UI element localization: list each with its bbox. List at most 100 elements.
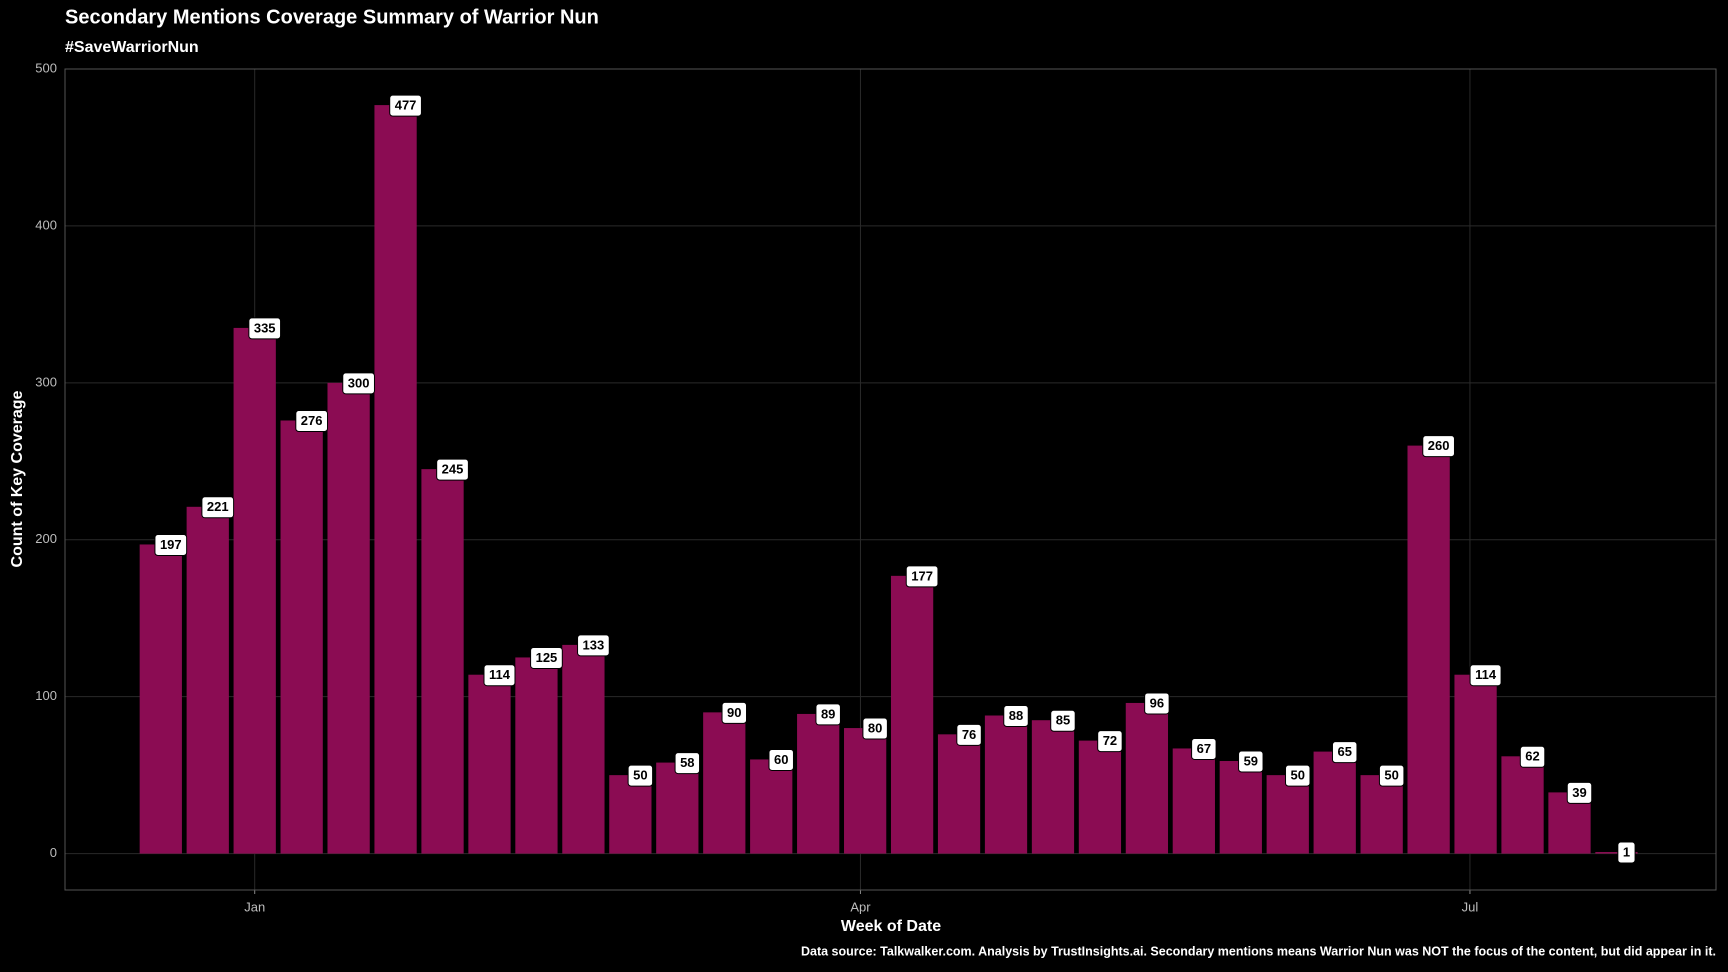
value-label-text: 177 — [911, 568, 933, 583]
value-label-box — [342, 372, 375, 395]
value-label-text: 133 — [583, 637, 605, 652]
value-label-text: 39 — [1572, 785, 1586, 800]
value-label-box — [1050, 709, 1076, 732]
value-label-box — [721, 701, 748, 724]
bar — [374, 105, 417, 854]
value-label: 177 — [905, 565, 939, 588]
chart-subtitle: #SaveWarriorNun — [65, 39, 199, 56]
value-label-box — [201, 496, 235, 519]
value-label-text: 50 — [1291, 768, 1305, 783]
bar — [1454, 674, 1497, 854]
value-label-text: 76 — [962, 727, 976, 742]
value-label-text: 245 — [442, 462, 464, 477]
value-label-text: 60 — [774, 752, 788, 767]
bar — [609, 775, 652, 854]
bar — [1172, 748, 1215, 854]
value-label: 65 — [1331, 741, 1358, 764]
value-label: 1 — [1617, 841, 1636, 864]
bar — [1219, 761, 1262, 854]
value-label: 80 — [862, 717, 888, 740]
value-label-box — [768, 748, 794, 771]
value-label-box — [436, 458, 469, 481]
value-label-text: 114 — [489, 667, 511, 682]
y-tick-label: 200 — [35, 531, 57, 546]
bar — [1266, 775, 1309, 854]
bar — [139, 544, 182, 854]
value-label-box — [674, 752, 701, 775]
value-label-text: 89 — [821, 706, 835, 721]
value-label-text: 114 — [1475, 667, 1497, 682]
value-label: 76 — [956, 723, 982, 746]
value-label-box — [1617, 841, 1636, 864]
value-label: 300 — [342, 372, 375, 395]
value-label-box — [1519, 745, 1546, 768]
value-label-text: 96 — [1150, 695, 1164, 710]
bar — [233, 327, 276, 854]
bar — [1407, 445, 1450, 854]
value-label-box — [530, 646, 563, 669]
value-label-box — [1285, 764, 1311, 787]
value-label-box — [1422, 435, 1455, 458]
value-label: 85 — [1050, 709, 1076, 732]
bar — [1078, 740, 1122, 854]
bar — [937, 734, 981, 854]
value-label-text: 276 — [301, 413, 323, 428]
bar — [327, 382, 370, 854]
y-tick-label: 400 — [35, 217, 57, 232]
value-label: 50 — [1378, 764, 1405, 787]
bar — [1031, 720, 1075, 854]
value-label-box — [248, 317, 282, 340]
value-label: 114 — [483, 664, 516, 687]
value-label: 72 — [1097, 730, 1123, 753]
value-label-text: 90 — [727, 705, 741, 720]
y-tick-label: 300 — [35, 374, 57, 389]
value-label-box — [815, 703, 841, 726]
value-label: 50 — [627, 764, 654, 787]
value-label-box — [1191, 737, 1217, 760]
value-label: 67 — [1191, 737, 1217, 760]
value-label-text: 260 — [1428, 438, 1450, 453]
value-label: 245 — [436, 458, 469, 481]
value-label: 133 — [577, 634, 610, 657]
value-label-text: 67 — [1197, 741, 1211, 756]
value-label: 477 — [389, 94, 422, 117]
x-tick-label: Jan — [244, 899, 265, 914]
caption: Data source: Talkwalker.com. Analysis by… — [801, 944, 1716, 958]
bar — [1360, 775, 1403, 854]
value-label-text: 477 — [395, 98, 417, 113]
value-label-text: 62 — [1525, 749, 1539, 764]
value-label: 62 — [1519, 745, 1546, 768]
value-label: 89 — [815, 703, 841, 726]
value-label: 59 — [1238, 750, 1264, 773]
value-label-text: 197 — [160, 537, 182, 552]
value-label-text: 58 — [680, 755, 694, 770]
value-label-box — [1003, 705, 1029, 728]
value-label-box — [1378, 764, 1405, 787]
value-label-text: 221 — [207, 499, 229, 514]
bar — [1595, 852, 1638, 854]
y-tick-label: 0 — [50, 845, 57, 860]
value-label: 335 — [248, 317, 282, 340]
y-tick-label: 100 — [35, 688, 57, 703]
bar — [750, 759, 793, 854]
value-label-text: 125 — [536, 650, 558, 665]
value-label: 221 — [201, 496, 235, 519]
bar — [984, 715, 1028, 854]
value-label-box — [577, 634, 610, 657]
value-label-box — [1566, 781, 1593, 804]
bar — [890, 575, 934, 854]
bar — [797, 713, 840, 854]
x-tick-label: Jul — [1462, 899, 1479, 914]
bar — [280, 420, 323, 854]
value-label-box — [905, 565, 939, 588]
value-label: 197 — [154, 533, 188, 556]
value-label-text: 85 — [1056, 713, 1070, 728]
value-label: 260 — [1422, 435, 1455, 458]
value-label-text: 300 — [348, 375, 370, 390]
value-label: 90 — [721, 701, 748, 724]
value-label-text: 80 — [868, 720, 882, 735]
value-label: 88 — [1003, 705, 1029, 728]
value-label-box — [956, 723, 982, 746]
